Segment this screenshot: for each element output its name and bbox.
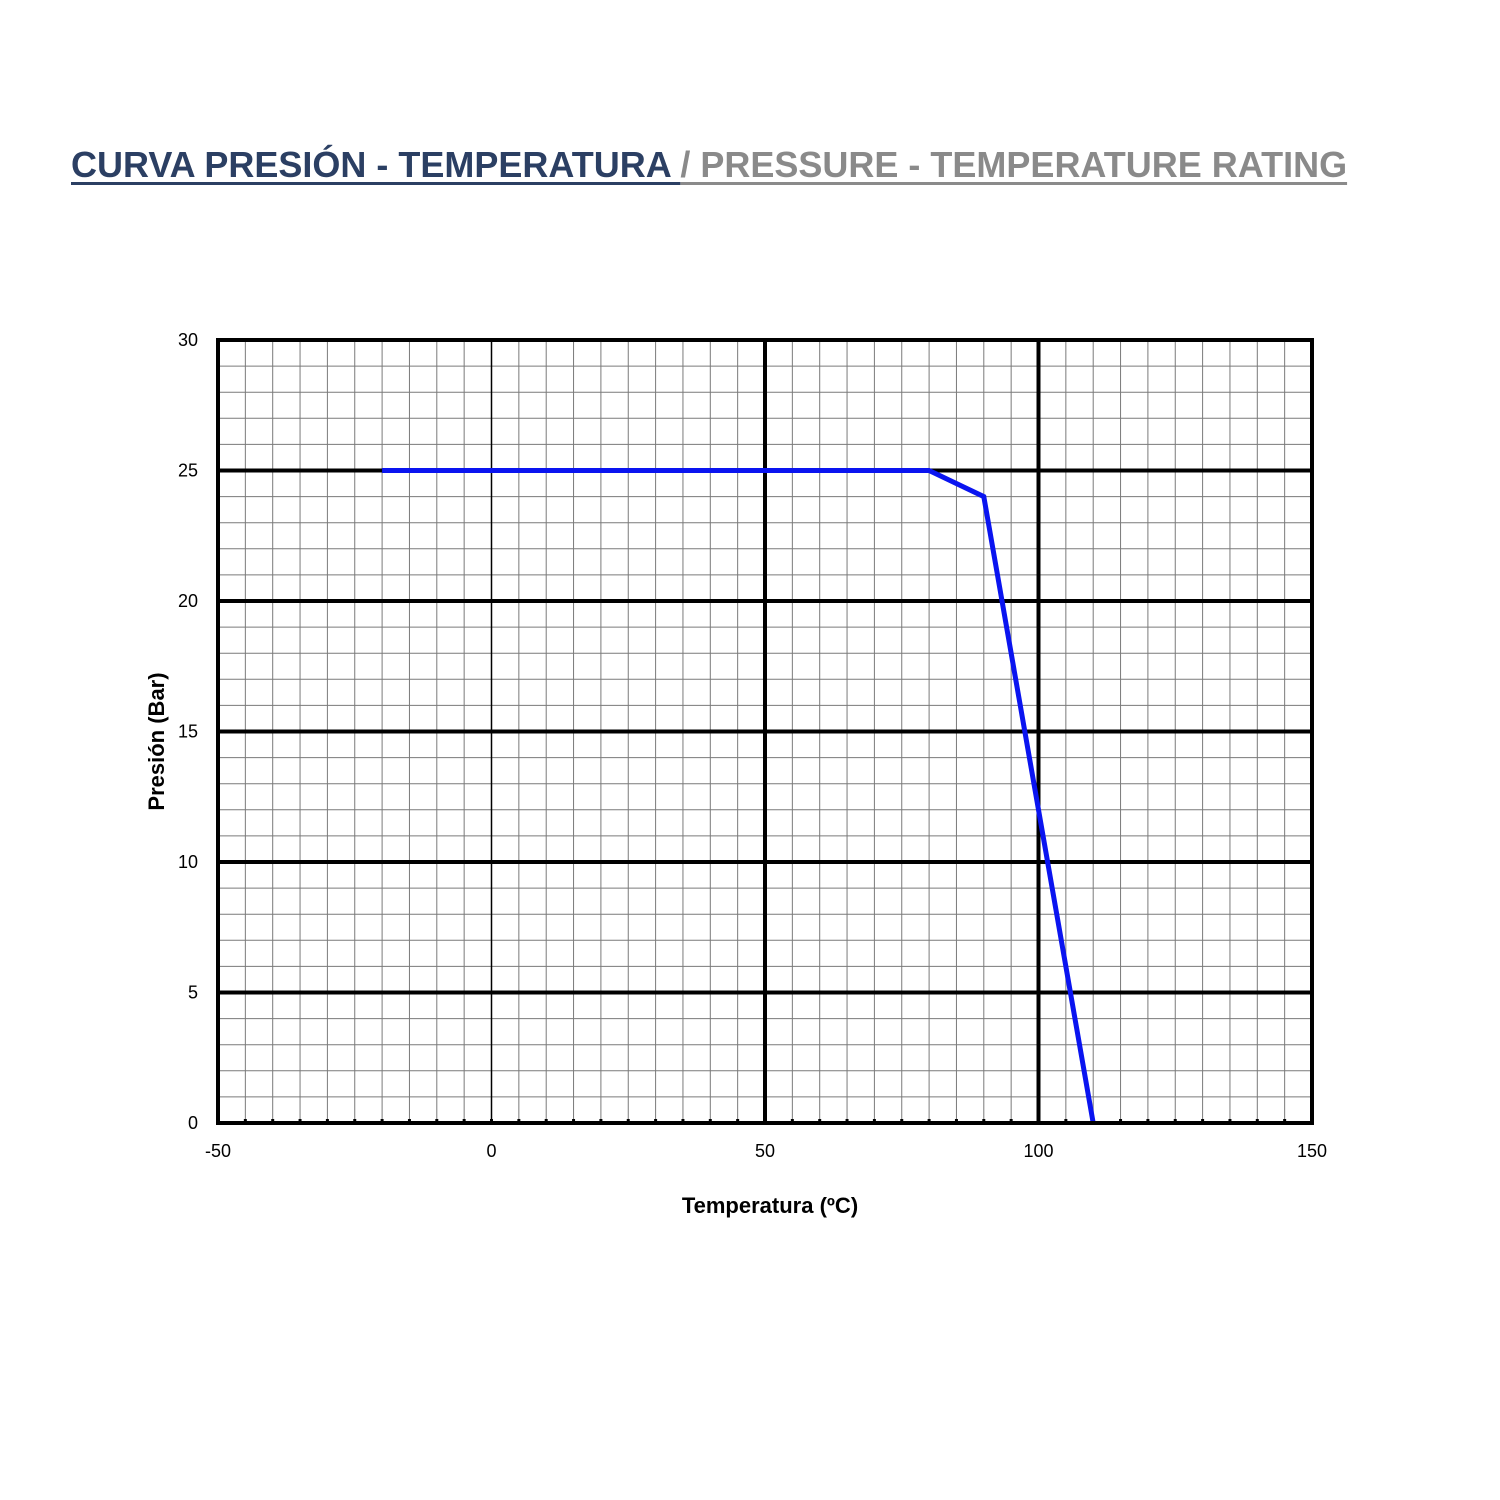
y-tick-label: 25: [178, 461, 198, 481]
y-tick-label: 0: [188, 1113, 198, 1133]
series-layer: [382, 468, 1096, 1124]
x-tick-label: 150: [1297, 1141, 1327, 1161]
y-axis-title: Presión (Bar): [144, 672, 169, 810]
y-tick-label: 30: [178, 330, 198, 350]
page-title: CURVA PRESIÓN - TEMPERATURA / PRESSURE -…: [71, 142, 1347, 188]
x-tick-label: 50: [755, 1141, 775, 1161]
x-tick-labels: -50 0 50 100 150: [205, 1141, 1327, 1161]
y-tick-label: 15: [178, 722, 198, 742]
x-tick-label: 100: [1023, 1141, 1053, 1161]
plot-frame: [216, 338, 1314, 1125]
page-title-english: / PRESSURE - TEMPERATURE RATING: [680, 144, 1348, 185]
page-title-spanish: CURVA PRESIÓN - TEMPERATURA: [71, 144, 681, 185]
y-tick-label: 5: [188, 983, 198, 1003]
y-tick-labels: 0 5 10 15 20 25 30: [178, 330, 198, 1133]
y-tick-label: 10: [178, 852, 198, 872]
series-line: [382, 468, 1096, 1124]
y-tick-label: 20: [178, 591, 198, 611]
x-axis-title: Temperatura (ºC): [682, 1193, 858, 1218]
x-tick-label: 0: [486, 1141, 496, 1161]
x-tick-label: -50: [205, 1141, 231, 1161]
